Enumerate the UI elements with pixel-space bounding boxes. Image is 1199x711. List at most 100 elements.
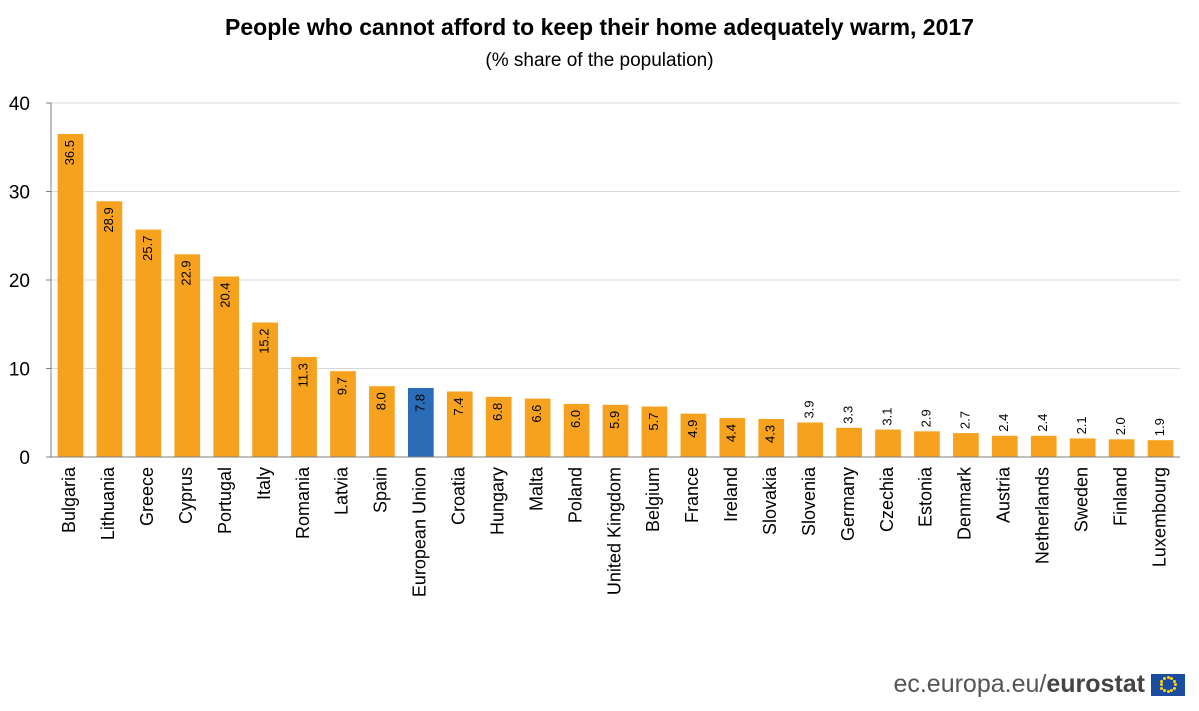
data-label: 9.7 xyxy=(334,377,349,395)
data-label: 2.4 xyxy=(1035,414,1050,432)
y-tick-label: 0 xyxy=(19,448,30,469)
x-tick-label: Finland xyxy=(1110,467,1130,526)
data-label: 2.0 xyxy=(1113,417,1128,435)
x-tick-label: Slovenia xyxy=(799,466,819,536)
source-prefix: ec.europa.eu/ xyxy=(893,670,1047,698)
flag-star xyxy=(1172,686,1176,690)
x-tick-label: Latvia xyxy=(332,466,352,515)
source-footer: ec.europa.eu/eurostat xyxy=(893,670,1185,699)
x-tick-label: Sweden xyxy=(1071,467,1091,532)
data-label: 5.7 xyxy=(646,413,661,431)
data-label: 7.8 xyxy=(412,394,427,412)
bar xyxy=(914,431,940,457)
data-label: 7.4 xyxy=(451,398,466,416)
data-label: 6.8 xyxy=(490,403,505,421)
chart-subtitle: (% share of the population) xyxy=(485,50,714,71)
flag-star xyxy=(1160,679,1164,683)
bar xyxy=(407,387,434,457)
bar xyxy=(602,404,629,457)
bar xyxy=(563,403,590,457)
x-tick-label: Greece xyxy=(137,467,157,526)
data-label: 1.9 xyxy=(1152,418,1167,436)
bar xyxy=(836,427,862,457)
bar xyxy=(797,422,824,457)
y-tick-label: 30 xyxy=(9,183,30,204)
bar xyxy=(953,433,979,457)
y-tick-label: 40 xyxy=(9,94,30,115)
bar xyxy=(1069,438,1096,457)
bar xyxy=(96,201,123,457)
x-tick-label: Estonia xyxy=(916,466,936,527)
bar xyxy=(57,133,84,457)
flag-star xyxy=(1170,689,1173,693)
x-tick-label: Hungary xyxy=(487,467,507,535)
data-label: 5.9 xyxy=(607,411,622,429)
flag-star xyxy=(1170,676,1173,680)
data-label: 6.6 xyxy=(529,405,544,423)
bar xyxy=(1147,440,1174,457)
data-label: 15.2 xyxy=(257,328,272,353)
bar xyxy=(213,276,240,457)
bar xyxy=(1030,435,1057,457)
bar xyxy=(524,398,551,457)
data-label: 36.5 xyxy=(62,140,77,165)
y-tick-label: 10 xyxy=(9,360,30,381)
data-label: 22.9 xyxy=(179,260,194,285)
flag-star xyxy=(1160,686,1164,690)
bar xyxy=(641,406,668,457)
data-label: 2.1 xyxy=(1074,416,1089,434)
x-tick-label: Spain xyxy=(371,467,391,513)
bar xyxy=(1108,439,1135,457)
data-label: 2.7 xyxy=(957,411,972,429)
x-tick-label: Denmark xyxy=(955,466,975,540)
data-label: 11.3 xyxy=(295,363,310,387)
x-tick-label: Romania xyxy=(293,466,313,539)
y-tick-label: 20 xyxy=(9,271,30,292)
flag-star xyxy=(1166,690,1170,693)
bar xyxy=(485,396,512,457)
bar xyxy=(991,435,1018,457)
data-label: 2.9 xyxy=(918,409,933,427)
bar xyxy=(369,386,395,457)
flag-star xyxy=(1166,676,1170,679)
data-label: 4.9 xyxy=(685,420,700,438)
x-tick-label: Austria xyxy=(994,466,1014,523)
x-tick-label: Poland xyxy=(565,467,585,523)
x-tick-label: Bulgaria xyxy=(59,466,79,533)
bar xyxy=(680,413,707,457)
bar xyxy=(758,418,785,457)
x-tick-label: Netherlands xyxy=(1032,467,1052,564)
flag-star xyxy=(1172,679,1176,683)
data-label: 8.0 xyxy=(373,392,388,410)
x-tick-label: United Kingdom xyxy=(604,467,624,595)
flag-star xyxy=(1163,676,1166,680)
data-label: 28.9 xyxy=(101,207,116,232)
x-tick-label: Germany xyxy=(838,467,858,541)
x-tick-label: Lithuania xyxy=(98,466,118,540)
flag-star xyxy=(1173,683,1177,686)
data-label: 4.3 xyxy=(763,425,778,443)
data-label: 3.3 xyxy=(841,406,856,424)
x-tick-label: Cyprus xyxy=(176,467,196,524)
x-tick-label: Ireland xyxy=(721,467,741,522)
x-tick-label: Belgium xyxy=(643,467,663,532)
bar xyxy=(330,371,356,457)
x-tick-label: Luxembourg xyxy=(1149,467,1169,567)
x-tick-label: Portugal xyxy=(215,467,235,534)
bar xyxy=(719,418,746,457)
bar xyxy=(446,391,473,457)
x-tick-label: Italy xyxy=(254,467,274,500)
x-tick-label: European Union xyxy=(410,467,430,597)
flag-star xyxy=(1159,683,1163,686)
bar xyxy=(135,229,162,457)
x-tick-label: Slovakia xyxy=(760,466,780,535)
data-label: 20.4 xyxy=(218,282,233,307)
data-label: 6.0 xyxy=(568,410,583,428)
x-tick-label: France xyxy=(682,467,702,523)
data-label: 2.4 xyxy=(996,414,1011,432)
x-tick-label: Croatia xyxy=(449,466,469,525)
bar xyxy=(291,356,317,457)
data-label: 3.9 xyxy=(802,400,817,418)
bar xyxy=(252,322,278,457)
